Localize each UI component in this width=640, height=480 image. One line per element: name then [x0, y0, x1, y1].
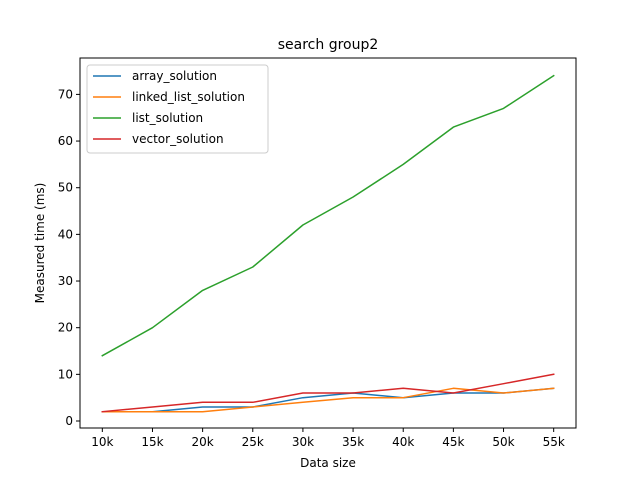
x-tick-label: 35k [342, 435, 364, 449]
y-tick-label: 20 [58, 321, 73, 335]
y-tick-label: 10 [58, 367, 73, 381]
legend: array_solution linked_list_solution list_s… [86, 64, 269, 154]
x-tick-label: 50k [492, 435, 514, 449]
legend-label: array_solution [132, 69, 217, 83]
series-layer [101, 74, 555, 413]
x-tick-label: 20k [192, 435, 214, 449]
x-tick-label: 40k [392, 435, 414, 449]
plot-frame [79, 57, 577, 429]
legend-label: list_solution [132, 111, 203, 125]
series-line-array-solution [101, 387, 555, 413]
series-line-list-solution [101, 74, 555, 357]
y-tick-label: 30 [58, 274, 73, 288]
y-tick-label: 0 [65, 414, 73, 428]
x-tick-label: 15k [141, 435, 163, 449]
x-tick-label: 30k [292, 435, 314, 449]
series-line-linked-list-solution [101, 387, 555, 413]
x-tick-label: 45k [442, 435, 464, 449]
x-axis: 10k 15k 20k 25k 30k 35k 40k 45k 50k 55k [91, 428, 565, 449]
y-axis: 0 10 20 30 40 50 60 70 [58, 87, 80, 428]
y-tick-label: 50 [58, 181, 73, 195]
legend-label: linked_list_solution [132, 90, 245, 104]
x-tick-label: 10k [91, 435, 113, 449]
x-tick-label: 55k [543, 435, 565, 449]
x-tick-label: 25k [242, 435, 264, 449]
legend-box [86, 64, 269, 154]
y-tick-label: 60 [58, 134, 73, 148]
y-axis-label: Measured time (ms) [33, 183, 47, 304]
y-tick-label: 40 [58, 227, 73, 241]
y-tick-label: 70 [58, 87, 73, 101]
legend-label: vector_solution [132, 132, 224, 146]
x-axis-label: Data size [300, 456, 356, 470]
chart-title: search group2 [278, 37, 379, 53]
series-line-vector-solution [101, 373, 555, 413]
